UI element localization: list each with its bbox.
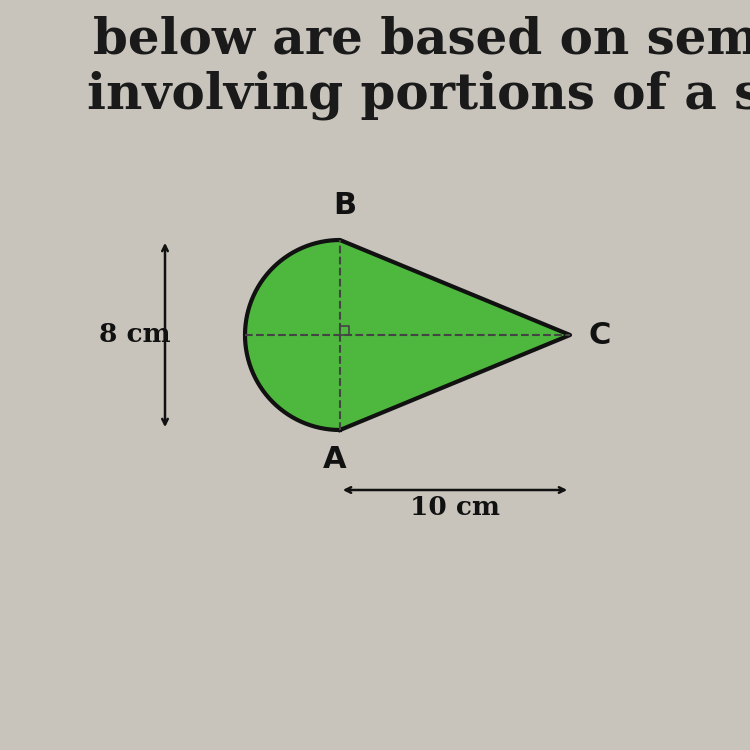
Text: involving portions of a squ: involving portions of a squ [87,70,750,119]
Text: 8 cm: 8 cm [99,322,171,347]
Polygon shape [245,240,570,430]
Text: A: A [323,445,346,474]
Text: C: C [588,320,610,350]
Text: 10 cm: 10 cm [410,495,500,520]
Text: B: B [334,191,356,220]
Text: below are based on semici: below are based on semici [92,15,750,64]
